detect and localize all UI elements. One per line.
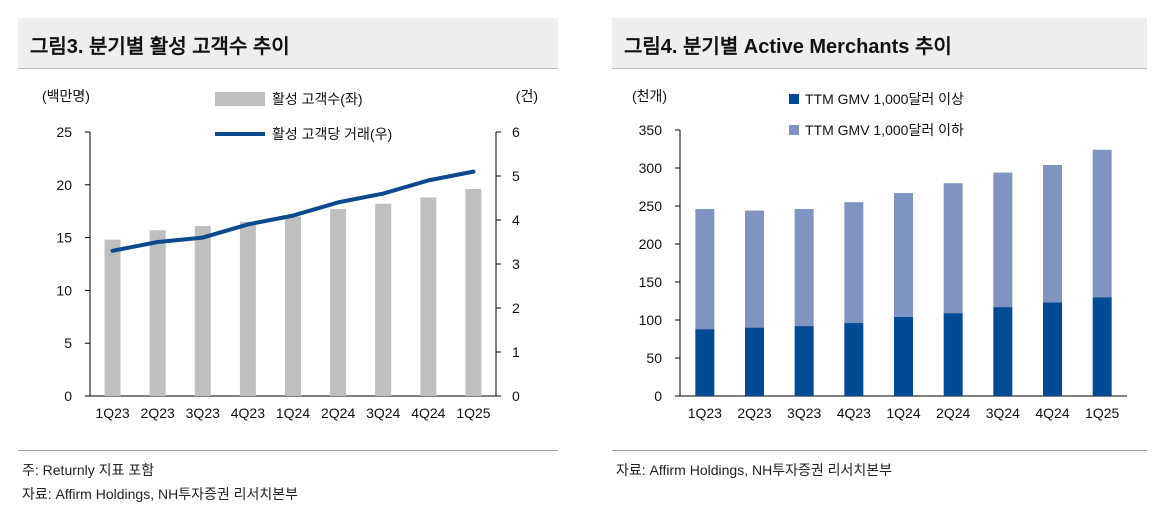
legend-label-gmv-over-1000: TTM GMV 1,000달러 이상	[805, 91, 964, 107]
y-tick-label-left: 20	[56, 177, 72, 193]
bar-segment-gmv-under-1000	[844, 202, 864, 324]
bar-active-customers	[239, 221, 256, 396]
x-tick-label: 1Q24	[276, 405, 310, 421]
title-bar: 그림3. 분기별 활성 고객수 추이	[18, 18, 558, 69]
x-tick-label: 2Q23	[141, 405, 175, 421]
bar-segment-gmv-over-1000	[695, 329, 715, 396]
footnote: 주: Returnly 지표 포함	[22, 462, 155, 478]
stacked-bar-chart-active-merchants: (천개) 0 50 100 150 200 250 300 350 1Q23 2Q23 3Q23 4Q2…	[632, 88, 1127, 421]
bar-segment-gmv-over-1000	[844, 323, 864, 396]
legend-label-bar: 활성 고객수(좌)	[272, 91, 363, 107]
bar-segment-gmv-over-1000	[1043, 302, 1062, 396]
source-note: 자료: Affirm Holdings, NH투자증권 리서치본부	[616, 462, 893, 478]
y-tick-label: 150	[639, 274, 663, 290]
bar-active-customers	[420, 197, 437, 396]
bar-segment-gmv-under-1000	[745, 210, 764, 328]
y-tick-label: 200	[639, 236, 663, 252]
bar-segment-gmv-under-1000	[695, 209, 715, 330]
y-axis-label: (천개)	[632, 88, 667, 104]
y-tick-label-left: 15	[56, 230, 72, 246]
legend-swatch-gmv-over-1000	[789, 94, 799, 104]
y-tick-label-right: 0	[512, 388, 520, 404]
bar-segment-gmv-over-1000	[745, 327, 764, 396]
y-tick-label-left: 10	[56, 282, 72, 298]
bar-segment-gmv-over-1000	[794, 326, 814, 396]
x-tick-label: 4Q24	[1035, 405, 1069, 421]
bar-segment-gmv-under-1000	[1043, 164, 1062, 303]
x-tick-label: 1Q23	[688, 405, 722, 421]
line-transactions-per-customer	[110, 169, 476, 253]
y-tick-label-left: 5	[64, 335, 72, 351]
y-tick-label-right: 4	[512, 212, 520, 228]
legend-swatch-gmv-under-1000	[789, 125, 799, 135]
bar-segment-gmv-over-1000	[894, 316, 913, 396]
bar-segment-gmv-under-1000	[943, 183, 963, 314]
y-tick-label: 50	[646, 350, 662, 366]
x-tick-label: 4Q23	[837, 405, 871, 421]
bar-active-customers	[465, 189, 482, 396]
x-tick-label: 3Q23	[186, 405, 220, 421]
y-tick-label: 0	[654, 388, 662, 404]
y-tick-label-left: 0	[64, 388, 72, 404]
legend-swatch-bar	[215, 92, 265, 106]
bar-active-customers	[104, 239, 121, 396]
y-tick-label-right: 5	[512, 168, 520, 184]
x-tick-label: 1Q25	[1085, 405, 1119, 421]
bar-segment-gmv-under-1000	[1092, 149, 1112, 298]
y-tick-label-right: 6	[512, 124, 520, 140]
y-tick-label-right: 3	[512, 256, 520, 272]
x-tick-label: 3Q23	[787, 405, 821, 421]
bar-segment-gmv-over-1000	[1092, 297, 1112, 396]
bar-active-customers	[375, 203, 392, 396]
x-tick-label: 3Q24	[366, 405, 400, 421]
x-tick-label: 1Q24	[886, 405, 920, 421]
divider	[612, 450, 1147, 451]
bar-segment-gmv-under-1000	[993, 172, 1013, 308]
x-tick-label: 1Q23	[95, 405, 129, 421]
legend-label-gmv-under-1000: TTM GMV 1,000달러 이하	[805, 122, 964, 138]
x-tick-label: 2Q24	[936, 405, 970, 421]
bar-active-customers	[330, 209, 347, 396]
chart-panel-active-customers: 그림3. 분기별 활성 고객수 추이 (백만명) (건) 0 5 10 15 20 25 0 1 2…	[18, 18, 558, 508]
title-bar: 그림4. 분기별 Active Merchants 추이	[612, 18, 1147, 69]
bar-active-customers	[194, 225, 211, 396]
bar-active-customers	[149, 230, 166, 396]
chart-panel-active-merchants: 그림4. 분기별 Active Merchants 추이 (천개) 0 50 100 1…	[612, 18, 1147, 508]
bar-segment-gmv-over-1000	[943, 313, 963, 396]
y-tick-label-right: 1	[512, 344, 520, 360]
y-tick-label-left: 25	[56, 124, 72, 140]
divider	[18, 450, 558, 451]
y-tick-label: 250	[639, 198, 663, 214]
y-tick-label: 100	[639, 312, 663, 328]
x-tick-label: 2Q23	[737, 405, 771, 421]
x-tick-label: 2Q24	[321, 405, 355, 421]
y-tick-label: 300	[639, 160, 663, 176]
bar-active-customers	[285, 216, 301, 396]
chart-title: 그림3. 분기별 활성 고객수 추이	[30, 36, 290, 58]
y-tick-label-right: 2	[512, 300, 520, 316]
y-tick-label: 350	[639, 122, 663, 138]
x-tick-label: 4Q23	[231, 405, 265, 421]
bar-segment-gmv-over-1000	[993, 307, 1013, 396]
x-tick-label: 4Q24	[411, 405, 445, 421]
x-tick-label: 1Q25	[456, 405, 490, 421]
bar-segment-gmv-under-1000	[894, 193, 913, 317]
bar-segment-gmv-under-1000	[794, 209, 814, 327]
y-axis-label-right: (건)	[516, 88, 538, 104]
chart-title: 그림4. 분기별 Active Merchants 추이	[624, 36, 952, 58]
x-tick-label: 3Q24	[986, 405, 1020, 421]
combo-chart-active-customers: (백만명) (건) 0 5 10 15 20 25 0 1 2 3 4 5 6 1Q23 2Q23 3Q23 4Q2…	[42, 88, 538, 421]
source-note: 자료: Affirm Holdings, NH투자증권 리서치본부	[22, 486, 299, 502]
legend-label-line: 활성 고객당 거래(우)	[272, 126, 392, 142]
y-axis-label-left: (백만명)	[42, 88, 90, 104]
